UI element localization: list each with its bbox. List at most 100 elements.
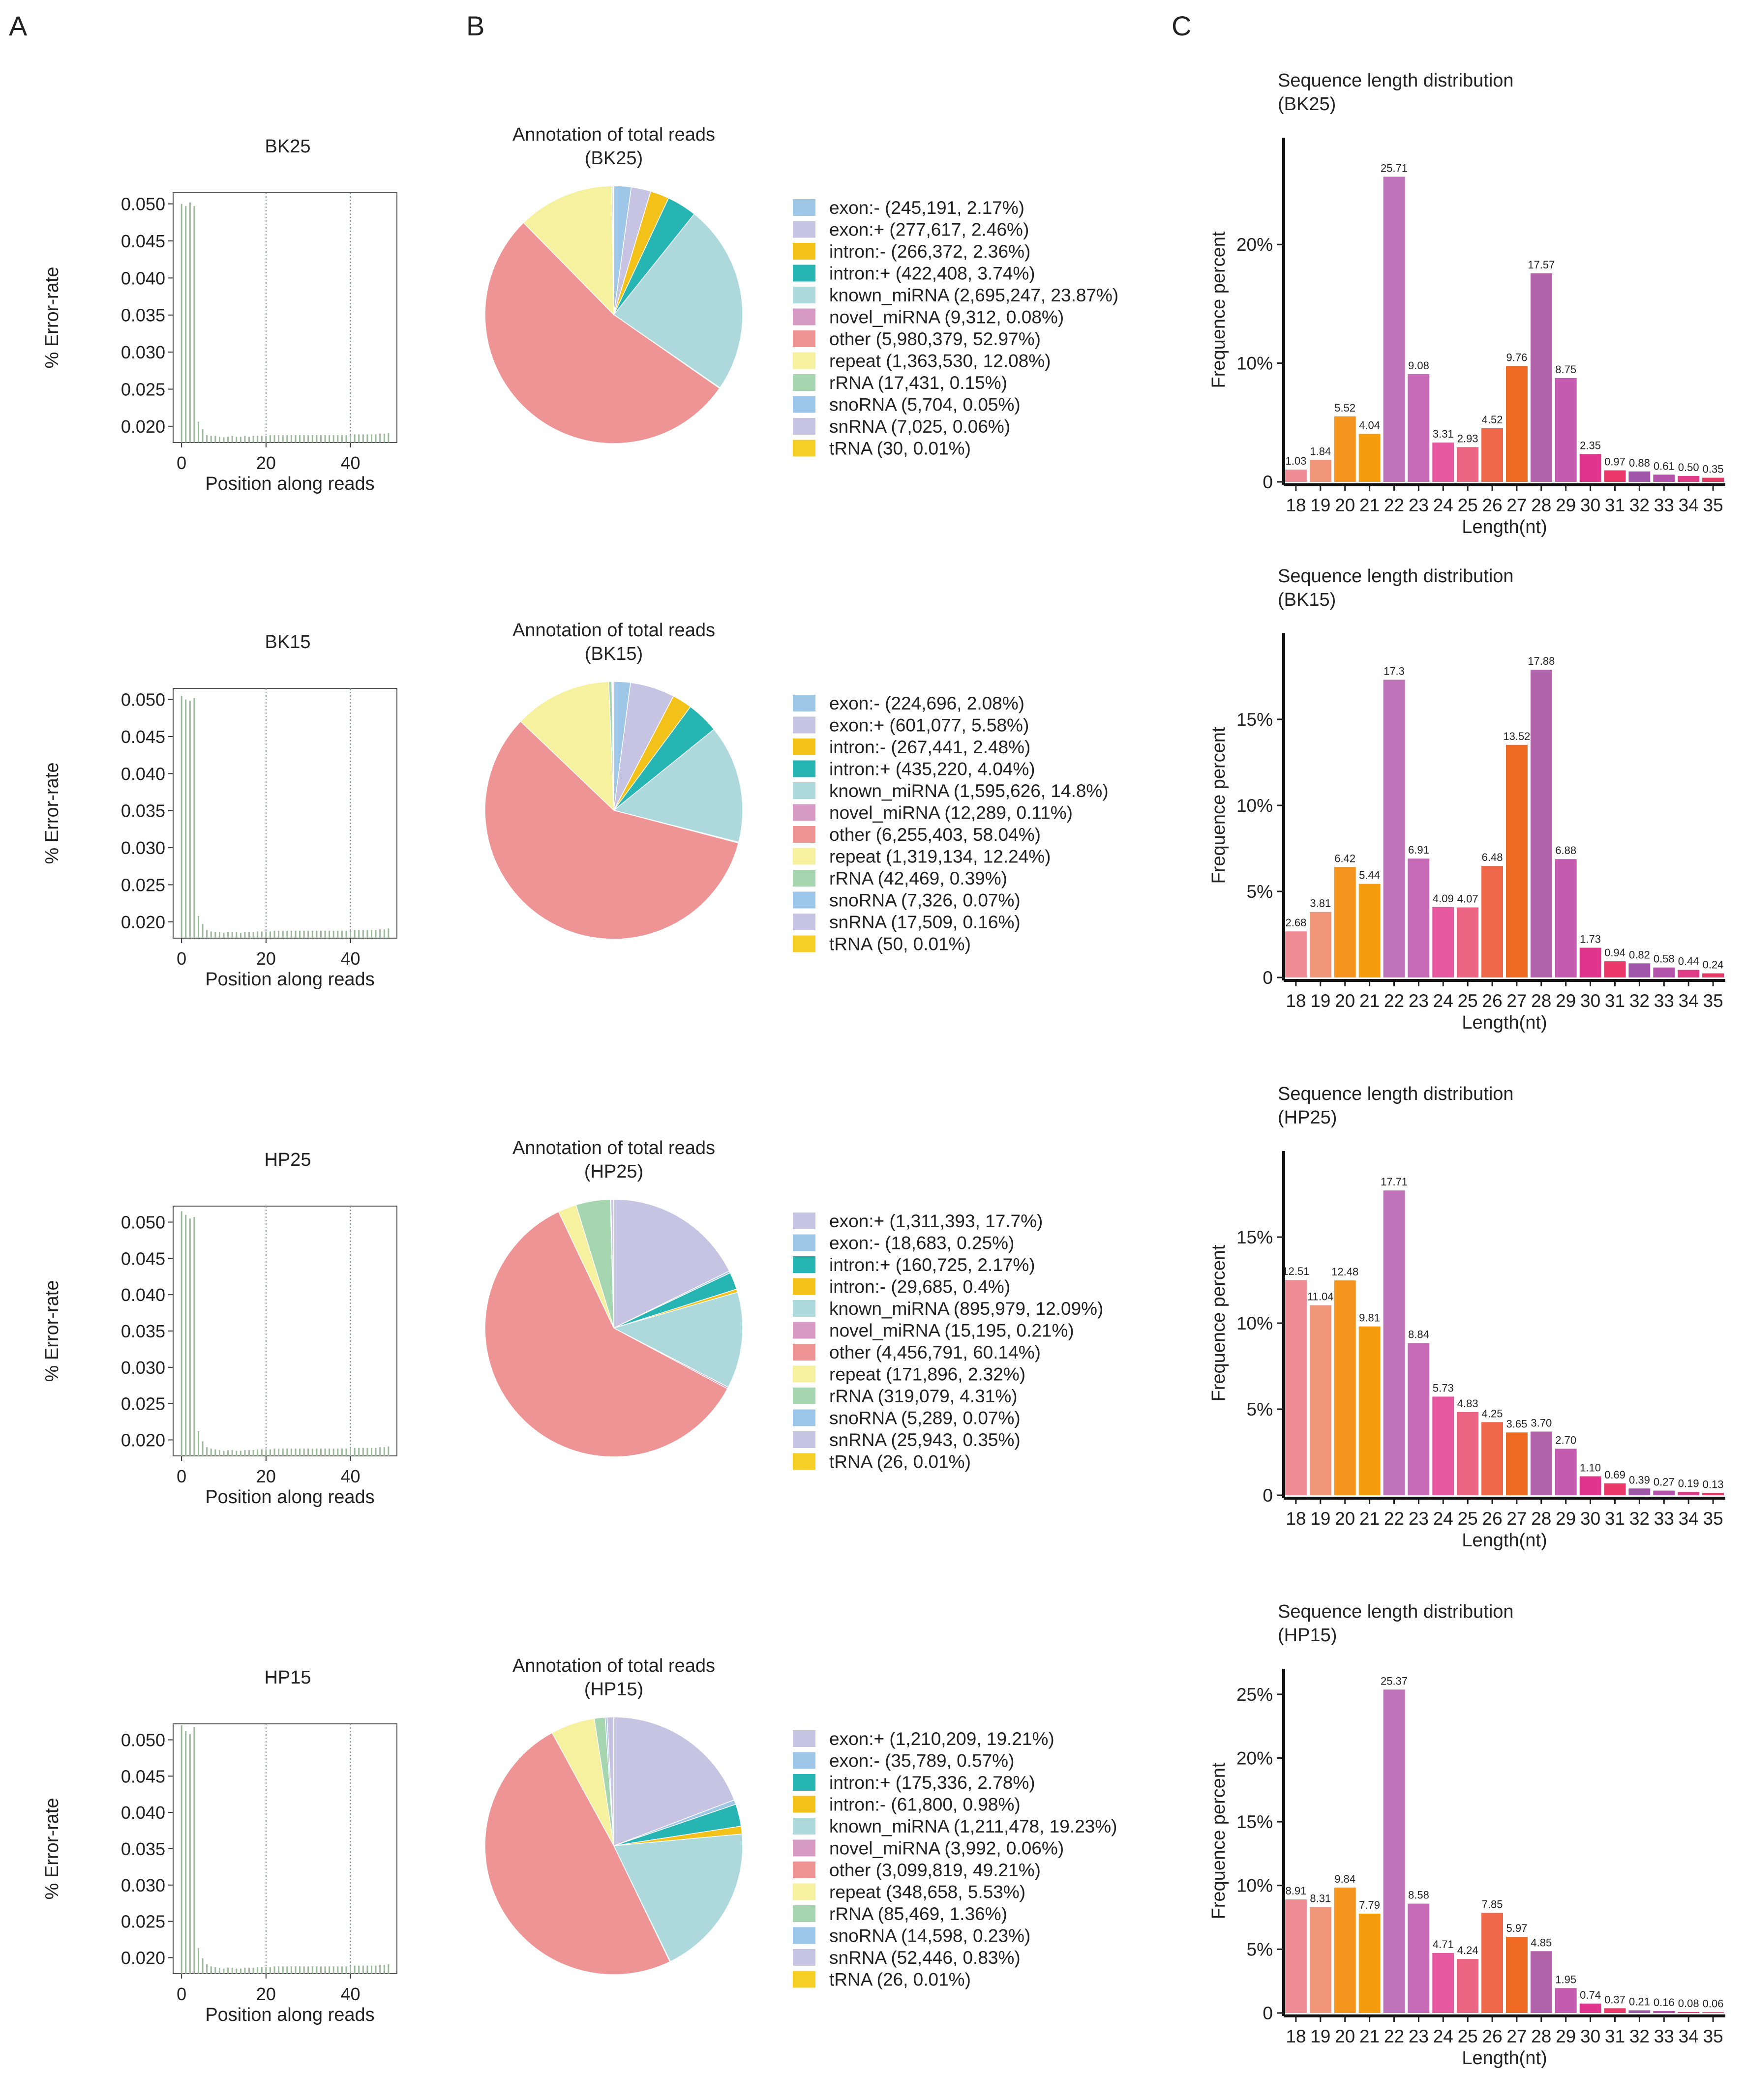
length-xtick-label: 30 (1580, 2026, 1600, 2046)
annotation-pie-chart: Annotation of total reads (BK25) exon:- (2… (484, 124, 1118, 459)
pie-legend-swatch (793, 891, 815, 909)
error-plot-ytick-label: 0.035 (121, 801, 165, 821)
length-xtick-label: 24 (1433, 495, 1453, 515)
length-bar (1555, 378, 1577, 482)
length-bar (1702, 1493, 1724, 1495)
length-bar (1432, 1396, 1454, 1495)
length-xtick-label: 25 (1458, 991, 1478, 1011)
error-plot-ytick-label: 0.050 (121, 1212, 165, 1232)
length-bar (1702, 477, 1724, 482)
length-bar-value: 0.24 (1703, 959, 1724, 971)
pie-slice (484, 1211, 728, 1457)
length-bar-value: 4.09 (1433, 892, 1454, 905)
length-bar (1481, 866, 1503, 977)
length-xtick-label: 28 (1531, 495, 1551, 515)
error-rate-chart: BK25 0.050 0.045 0.040 0.035 0.030 0.025 0.020 0… (42, 136, 397, 494)
error-plot-title: BK25 (265, 136, 311, 157)
length-bar-value: 25.37 (1381, 1675, 1408, 1687)
pie-slice (613, 1716, 735, 1847)
error-plot-ytick-label: 0.035 (121, 1321, 165, 1341)
length-bar-value: 17.57 (1528, 259, 1555, 271)
length-xtick-label: 34 (1679, 2026, 1699, 2046)
length-bar (1358, 434, 1381, 482)
error-plot-ytick-label: 0.035 (121, 1839, 165, 1859)
length-bar (1358, 1914, 1381, 2013)
length-bar-value: 5.44 (1359, 869, 1380, 882)
length-bar (1334, 867, 1356, 977)
length-xtick-label: 31 (1605, 2026, 1625, 2046)
pie-legend-label: intron:- (61,800, 0.98%) (829, 1795, 1021, 1815)
length-bar-value: 11.04 (1307, 1291, 1333, 1303)
length-bar-value: 9.84 (1334, 1873, 1355, 1885)
length-bar-value: 3.31 (1433, 428, 1454, 440)
length-bar (1285, 931, 1307, 977)
length-bar (1653, 967, 1675, 977)
length-bar (1628, 2010, 1651, 2013)
length-bar (1358, 884, 1381, 977)
annotation-pie-chart: Annotation of total reads (HP15) exon:+ (1… (484, 1656, 1117, 1990)
error-plot-ylabel: % Error-rate (42, 267, 62, 369)
pie-legend-label: snoRNA (7,326, 0.07%) (829, 890, 1021, 911)
length-xtick-label: 27 (1506, 495, 1527, 515)
length-bar (1309, 1907, 1331, 2013)
pie-legend-label: exon:- (35,789, 0.57%) (829, 1751, 1014, 1771)
error-plot-xtick-label: 0 (177, 453, 186, 473)
error-rate-chart: HP15 0.050 0.045 0.040 0.035 0.030 0.025 0.020 0… (42, 1667, 397, 2025)
length-bar (1530, 1951, 1552, 2013)
length-ytick-label: 0 (1263, 968, 1273, 988)
length-bar-value: 5.73 (1433, 1382, 1454, 1394)
length-xtick-label: 21 (1359, 2026, 1380, 2046)
length-ytick-label: 10% (1236, 796, 1273, 816)
length-xtick-label: 24 (1433, 2026, 1453, 2046)
pie-legend-label: snRNA (52,446, 0.83%) (829, 1948, 1021, 1968)
length-bar (1628, 963, 1651, 977)
pie-legend-swatch (793, 308, 815, 325)
length-xtick-label: 30 (1580, 495, 1600, 515)
pie-legend-swatch (793, 418, 815, 435)
length-bar (1628, 1488, 1651, 1495)
pie-legend-swatch (793, 1796, 815, 1813)
length-xtick-label: 18 (1286, 1508, 1306, 1529)
length-bar-value: 0.61 (1654, 460, 1675, 472)
error-plot-xtick-label: 20 (256, 453, 276, 473)
length-xtick-label: 18 (1286, 991, 1306, 1011)
error-plot-ytick-label: 0.025 (121, 875, 165, 895)
length-bar-value: 2.68 (1285, 917, 1306, 929)
error-plot-ytick-label: 0.025 (121, 379, 165, 399)
error-plot-ytick-label: 0.050 (121, 690, 165, 710)
charts: BK25 0.050 0.045 0.040 0.035 0.030 0.025 0.020 0… (42, 70, 1725, 2069)
pie-legend-swatch (793, 760, 815, 777)
length-bar (1285, 1899, 1307, 2013)
pie-legend-swatch (793, 1774, 815, 1791)
error-plot-xtick-label: 40 (341, 453, 361, 473)
pie-legend-swatch (793, 374, 815, 391)
length-bar-value: 9.81 (1359, 1312, 1380, 1324)
length-ytick-label: 15% (1236, 1227, 1273, 1247)
length-xtick-label: 18 (1286, 495, 1306, 515)
length-xtick-label: 32 (1629, 991, 1650, 1011)
pie-legend-label: tRNA (30, 0.01%) (829, 439, 971, 459)
error-plot-xtick-label: 20 (256, 1466, 276, 1486)
length-xtick-label: 32 (1629, 1508, 1650, 1529)
pie-legend-label: novel_miRNA (12,289, 0.11%) (829, 803, 1073, 823)
pie-slice (613, 729, 743, 843)
pie-legend-label: known_miRNA (1,595,626, 14.8%) (829, 781, 1109, 801)
length-bar-value: 4.71 (1433, 1938, 1454, 1951)
length-bar-value: 25.71 (1381, 162, 1408, 174)
length-bar-value: 1.95 (1555, 1973, 1576, 1985)
pie-legend-label: other (3,099,819, 49.21%) (829, 1860, 1041, 1880)
length-bar-value: 12.51 (1282, 1265, 1309, 1277)
length-xtick-label: 27 (1506, 991, 1527, 1011)
error-plot-title: BK15 (265, 632, 311, 652)
pie-legend-label: novel_miRNA (9,312, 0.08%) (829, 307, 1064, 327)
length-bar-value: 8.75 (1555, 363, 1576, 376)
error-plot-ytick-label: 0.025 (121, 1912, 165, 1932)
pie-legend-swatch (793, 440, 815, 457)
pie-legend-label: exon:- (18,683, 0.25%) (829, 1233, 1014, 1253)
length-bar-value: 1.03 (1285, 455, 1306, 467)
error-plot-ytick-label: 0.040 (121, 764, 165, 784)
pie-legend-swatch (793, 935, 815, 952)
pie-legend-label: intron:+ (175,336, 2.78%) (829, 1773, 1035, 1793)
pie-legend-swatch (793, 804, 815, 821)
